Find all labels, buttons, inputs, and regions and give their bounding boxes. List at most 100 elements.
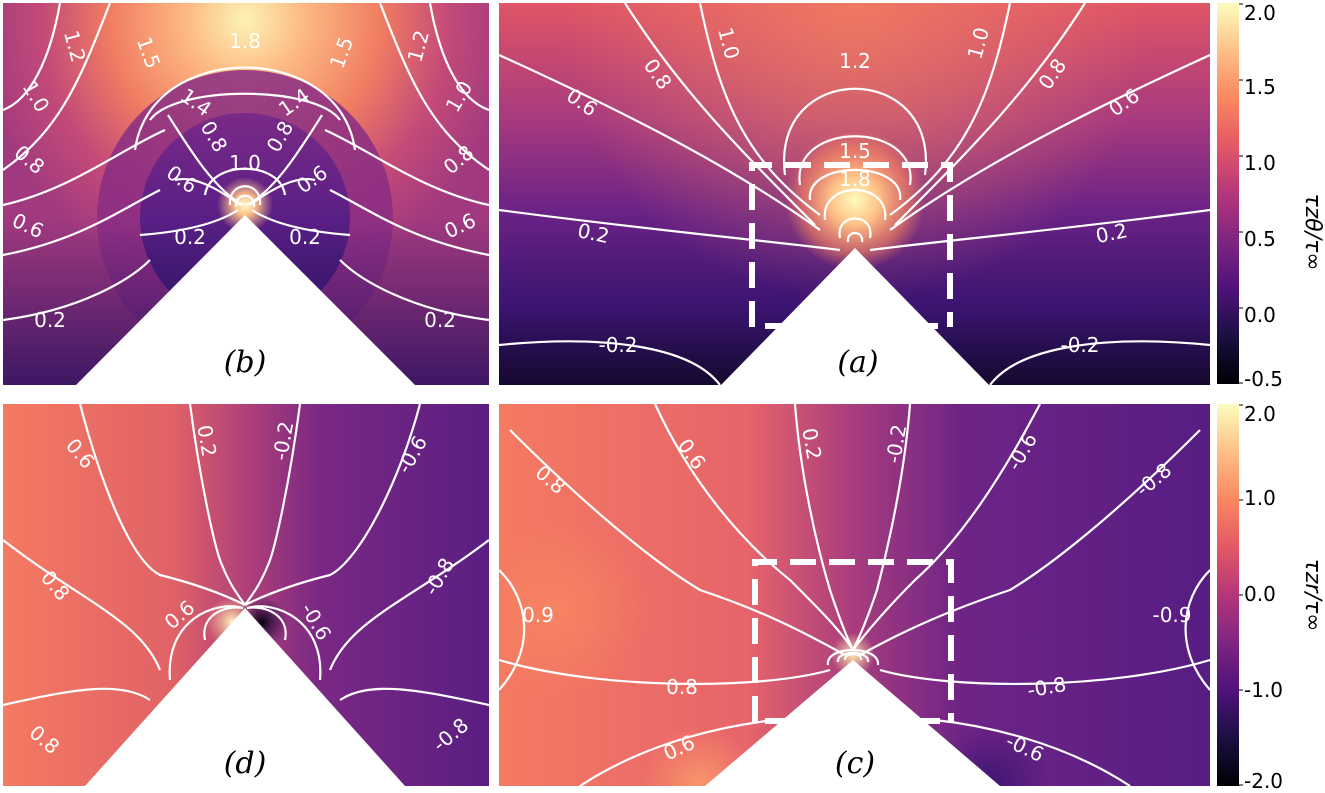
colorbar-ticklabel: 1.5 bbox=[1244, 75, 1276, 99]
contour-line bbox=[843, 652, 863, 661]
contour-line bbox=[328, 539, 489, 671]
contour-line bbox=[1184, 569, 1210, 691]
contour-line bbox=[324, 128, 489, 207]
panel-c-inset-box bbox=[752, 559, 954, 722]
contour-line bbox=[149, 92, 341, 121]
contour-line bbox=[838, 217, 872, 239]
contour-line bbox=[823, 189, 887, 221]
colorbar-top-ticks bbox=[1239, 3, 1243, 384]
contour-line bbox=[3, 189, 161, 257]
contour-label: -0.2 bbox=[1060, 333, 1099, 357]
panel-d-wedge bbox=[85, 608, 405, 786]
panel-c-label: (c) bbox=[835, 746, 875, 781]
colorbar-ticklabel: 1.0 bbox=[1244, 151, 1276, 175]
colorbar-ticklabel: 1.0 bbox=[1244, 486, 1276, 510]
colorbar-ticklabel: 2.0 bbox=[1244, 402, 1276, 426]
panel-b-hotspot bbox=[217, 177, 273, 233]
panel-c-warm-left bbox=[499, 520, 659, 700]
contour-line bbox=[3, 687, 151, 707]
contour-line bbox=[698, 3, 821, 216]
contour-line bbox=[167, 114, 244, 206]
colorbar-bottom-ticklabels: 2.0 1.0 0.0 -1.0 -2.0 bbox=[1244, 402, 1283, 793]
panel-b: 1.8 1.5 1.5 1.2 1.2 1.0 1.0 1.4 1.4 0.8 … bbox=[3, 3, 489, 385]
contour-line bbox=[934, 718, 1131, 786]
colorbar-ticklabel: 0.0 bbox=[1244, 582, 1276, 606]
contour-line bbox=[244, 404, 302, 606]
contour-line bbox=[499, 208, 841, 252]
panel-d-contours bbox=[3, 404, 489, 707]
contour-line bbox=[852, 404, 912, 651]
panel-a-wedge bbox=[720, 248, 990, 385]
panel-b-label: (b) bbox=[224, 345, 267, 380]
contour-line bbox=[869, 208, 1210, 252]
contour-line bbox=[989, 340, 1210, 385]
colorbar-ticklabel: 0.0 bbox=[1244, 303, 1276, 327]
colorbar-ticklabel: -2.0 bbox=[1244, 769, 1283, 793]
contour-line bbox=[826, 648, 880, 666]
contour-label: 0.2 bbox=[424, 308, 456, 332]
contour-label: 1.8 bbox=[229, 29, 261, 53]
contour-label: 0.8 bbox=[666, 675, 698, 699]
contour-line bbox=[499, 340, 721, 385]
contour-label: 1.2 bbox=[839, 49, 871, 73]
contour-line bbox=[139, 209, 239, 237]
contour-line bbox=[889, 3, 1012, 216]
panel-a-inset-box bbox=[749, 162, 953, 327]
contour-label: -0.2 bbox=[598, 333, 637, 357]
contour-line bbox=[793, 404, 854, 651]
panel-b-wedge bbox=[75, 215, 415, 385]
contour-line bbox=[499, 658, 831, 685]
contour-label: 0.2 bbox=[34, 308, 66, 332]
colorbar-bottom-scale bbox=[1217, 404, 1239, 786]
colorbar-bottom-ticks bbox=[1239, 404, 1243, 786]
contour-line bbox=[624, 3, 816, 226]
contour-line bbox=[782, 87, 928, 176]
colorbar-ticklabel: 0.5 bbox=[1244, 227, 1276, 251]
contour-label: 0.9 bbox=[522, 603, 554, 627]
contour-line bbox=[78, 404, 246, 606]
colorbar-ticklabel: -0.5 bbox=[1244, 367, 1283, 391]
contour-label: 1.5 bbox=[839, 139, 871, 163]
contour-line bbox=[188, 404, 246, 606]
contour-line bbox=[859, 429, 1201, 656]
contour-line bbox=[3, 128, 166, 207]
contour-line bbox=[879, 658, 1210, 685]
colorbar-ticklabel: 2.0 bbox=[1244, 1, 1276, 25]
contour-line bbox=[329, 189, 489, 257]
colorbar-top: 2.0 1.5 1.0 0.5 0.0 -0.5 τzθ/τ∞ bbox=[1217, 1, 1325, 391]
contour-line bbox=[894, 3, 1086, 226]
contour-line bbox=[509, 429, 846, 656]
contour-line bbox=[3, 3, 112, 171]
contour-line bbox=[339, 687, 489, 707]
contour-line bbox=[203, 167, 287, 196]
colorbar-top-ticklabels: 2.0 1.5 1.0 0.5 0.0 -0.5 bbox=[1244, 1, 1283, 391]
contour-line bbox=[251, 209, 351, 237]
contour-line bbox=[133, 66, 357, 151]
colorbar-bottom: 2.0 1.0 0.0 -1.0 -2.0 τzr/τ∞ bbox=[1217, 402, 1325, 793]
panel-a-contour-labels: 1.0 1.0 0.8 0.8 0.6 0.6 1.2 1.5 1.8 0.2 … bbox=[562, 25, 1144, 357]
contour-label: 0.2 bbox=[192, 423, 221, 458]
contour-line bbox=[228, 185, 262, 206]
contour-label: 1.8 bbox=[839, 167, 871, 191]
contour-line bbox=[3, 3, 62, 112]
contour-line bbox=[244, 404, 422, 606]
colorbar-ticklabel: -1.0 bbox=[1244, 678, 1283, 702]
contour-label: 0.2 bbox=[797, 426, 826, 461]
panel-d-label: (d) bbox=[224, 746, 267, 781]
contour-line bbox=[3, 539, 162, 671]
colorbar-top-scale bbox=[1217, 3, 1239, 384]
contour-label: 0.2 bbox=[289, 225, 321, 249]
contour-line bbox=[3, 259, 151, 322]
colorbar-bottom-label: τzr/τ∞ bbox=[1300, 559, 1325, 632]
colorbar-top-label: τzθ/τ∞ bbox=[1300, 193, 1325, 270]
panel-c: 0.6 0.2 -0.2 -0.6 0.8 -0.8 0.9 -0.9 0.8 … bbox=[499, 404, 1210, 786]
panel-d: 0.6 0.2 -0.2 -0.6 0.8 -0.8 0.6 -0.6 0.8 … bbox=[3, 404, 489, 786]
contour-line bbox=[499, 569, 526, 691]
contour-line bbox=[808, 168, 902, 201]
contour-line bbox=[246, 606, 287, 641]
contour-line bbox=[234, 194, 256, 208]
contour-line bbox=[246, 114, 323, 206]
contour-label: 1.0 bbox=[229, 151, 261, 175]
contour-line bbox=[852, 404, 1041, 651]
